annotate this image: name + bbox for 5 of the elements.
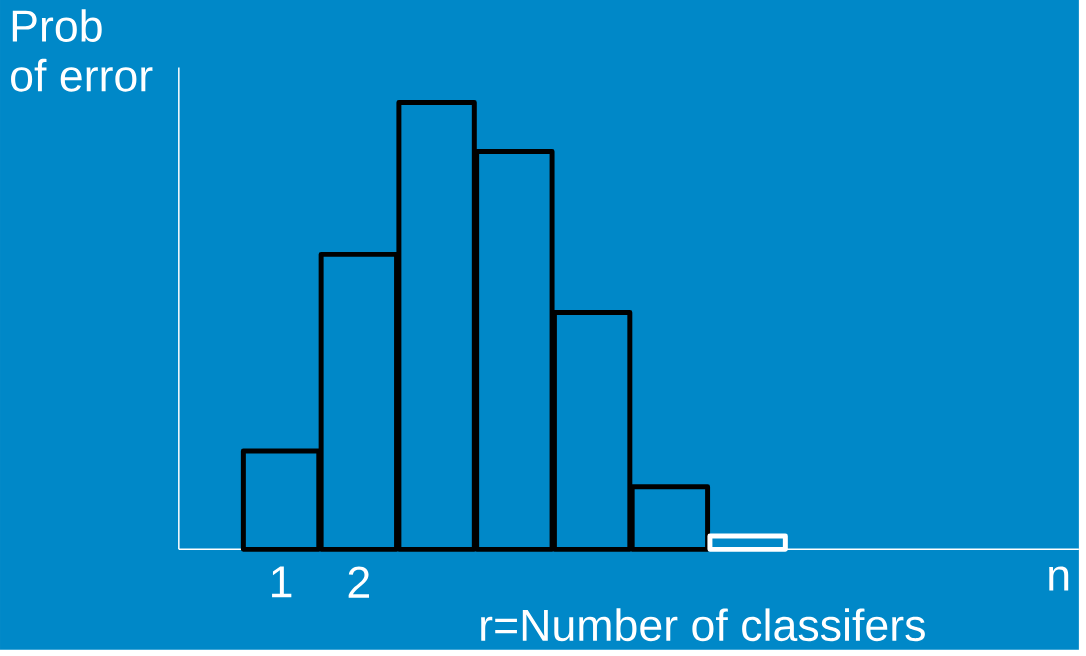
x-axis-title: r=Number of classifers [481, 608, 925, 642]
x-tick-label: n [1049, 566, 1069, 591]
x-tick-label: 1 [272, 566, 292, 598]
y-axis-title: Prob of error [11, 9, 153, 92]
x-tick-label: 2 [348, 566, 370, 598]
